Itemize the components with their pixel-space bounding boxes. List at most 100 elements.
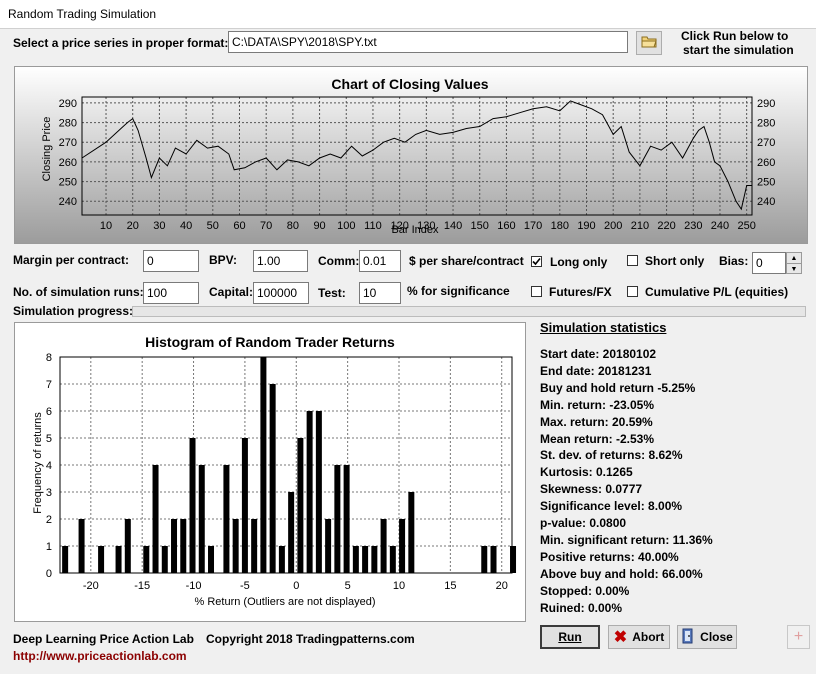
histogram-bar — [408, 492, 415, 573]
footer-lab: Deep Learning Price Action Lab — [13, 632, 194, 646]
long-only-checkbox[interactable] — [531, 256, 542, 267]
hist-xtick: 20 — [496, 580, 508, 592]
spin-down-icon[interactable]: ▼ — [790, 265, 798, 273]
hist-xtick: -20 — [83, 580, 99, 592]
histogram-chart: Histogram of Random Trader Returns Frequ… — [14, 322, 526, 622]
closing-xtick: 210 — [631, 220, 649, 232]
closing-xtick: 120 — [390, 220, 408, 232]
stat-line: Ruined: 0.00% — [540, 600, 623, 615]
stat-line: Skewness: 0.0777 — [540, 482, 643, 497]
histogram-bar — [241, 438, 248, 573]
stat-line: St. dev. of returns: 8.62% — [540, 448, 683, 463]
progress-bar — [132, 306, 806, 317]
histogram-ylabel: Frequency of returns — [32, 412, 44, 514]
closing-ytick-right: 240 — [757, 196, 775, 208]
abort-button[interactable]: ✖ Abort — [608, 625, 670, 649]
browse-button[interactable] — [636, 31, 662, 55]
short-only-label[interactable]: Short only — [645, 254, 705, 268]
long-only-label[interactable]: Long only — [550, 255, 608, 269]
closing-xtick: 140 — [444, 220, 462, 232]
histogram-xlabel: % Return (Outliers are not displayed) — [195, 596, 376, 608]
margin-input[interactable]: 0 — [143, 250, 199, 272]
stat-line: Positive returns: 40.00% — [540, 549, 679, 564]
histogram-bar — [269, 384, 276, 573]
hist-ytick: 3 — [46, 487, 52, 499]
comm-unit: $ per share/contract — [409, 254, 524, 268]
comm-label: Comm: — [318, 254, 360, 268]
closing-xtick: 10 — [100, 220, 112, 232]
closing-xtick: 190 — [577, 220, 595, 232]
closing-xtick: 40 — [180, 220, 192, 232]
capital-input[interactable]: 100000 — [253, 282, 309, 304]
histogram-bar — [171, 519, 178, 573]
spin-up-icon[interactable]: ▲ — [787, 253, 801, 264]
hist-xtick: 5 — [345, 580, 351, 592]
short-only-checkbox[interactable] — [627, 255, 638, 266]
abort-button-label: Abort — [632, 630, 665, 644]
hist-ytick: 7 — [46, 379, 52, 391]
closing-xtick: 50 — [207, 220, 219, 232]
futures-checkbox[interactable] — [531, 286, 542, 297]
bpv-input[interactable]: 1.00 — [253, 250, 308, 272]
hist-xtick: -5 — [240, 580, 250, 592]
hist-ytick: 2 — [46, 514, 52, 526]
plus-icon[interactable]: + — [787, 625, 810, 649]
bias-input[interactable]: 0 — [752, 252, 786, 274]
closing-xtick: 60 — [233, 220, 245, 232]
comm-input[interactable]: 0.01 — [359, 250, 401, 272]
capital-label: Capital: — [209, 285, 254, 299]
cumulative-label[interactable]: Cumulative P/L (equities) — [645, 285, 789, 299]
histogram-bar — [115, 546, 122, 573]
run-button[interactable]: Run — [540, 625, 600, 649]
close-button[interactable]: Close — [677, 625, 737, 649]
closing-price-line — [81, 100, 752, 211]
histogram-bar — [380, 519, 387, 573]
histogram-bar — [189, 438, 196, 573]
histogram-bar — [352, 546, 359, 573]
closing-ytick-left: 290 — [59, 98, 77, 110]
histogram-bar — [223, 465, 230, 573]
cumulative-checkbox[interactable] — [627, 286, 638, 297]
door-icon — [681, 628, 695, 647]
histogram-bar — [297, 438, 304, 573]
hist-xtick: 15 — [444, 580, 456, 592]
stat-line: Min. significant return: 11.36% — [540, 532, 713, 547]
hist-ytick: 0 — [46, 568, 52, 580]
hist-xtick: -10 — [186, 580, 202, 592]
bpv-label: BPV: — [209, 253, 238, 267]
closing-xtick: 240 — [711, 220, 729, 232]
futures-label[interactable]: Futures/FX — [549, 285, 612, 299]
closing-chart-xlabel: Bar Index — [391, 224, 439, 236]
closing-ytick-left: 270 — [59, 137, 77, 149]
closing-xtick: 100 — [337, 220, 355, 232]
run-button-label: Run — [558, 630, 582, 644]
closing-xtick: 150 — [471, 220, 489, 232]
closing-ytick-right: 290 — [757, 98, 775, 110]
closing-ytick-left: 280 — [59, 118, 77, 130]
test-unit: % for significance — [407, 284, 510, 298]
stat-line: Max. return: 20.59% — [540, 414, 653, 429]
series-path-input[interactable]: C:\DATA\SPY\2018\SPY.txt — [228, 31, 628, 53]
bias-spinner[interactable]: ▲ ▼ — [786, 252, 802, 274]
histogram-bar — [288, 492, 295, 573]
closing-ytick-right: 270 — [757, 137, 775, 149]
closing-xtick: 170 — [524, 220, 542, 232]
abort-x-icon: ✖ — [613, 629, 628, 646]
histogram-bar — [371, 546, 378, 573]
footer-copyright: Copyright 2018 Tradingpatterns.com — [206, 632, 415, 646]
footer-url-link[interactable]: http://www.priceactionlab.com — [13, 649, 187, 663]
stat-line: Min. return: -23.05% — [540, 397, 655, 412]
hist-xtick: 0 — [293, 580, 299, 592]
stat-line: Mean return: -2.53% — [540, 431, 655, 446]
runs-input[interactable]: 100 — [143, 282, 199, 304]
test-input[interactable]: 10 — [359, 282, 401, 304]
closing-xtick: 20 — [127, 220, 139, 232]
progress-label: Simulation progress: — [13, 304, 134, 318]
histogram-bar — [389, 546, 396, 573]
closing-xtick: 230 — [684, 220, 702, 232]
stats-heading: Simulation statistics — [540, 320, 667, 335]
closing-ytick-left: 250 — [59, 177, 77, 189]
histogram-svg: Histogram of Random Trader Returns Frequ… — [32, 334, 517, 608]
histogram-bar — [62, 546, 69, 573]
histogram-bar — [306, 411, 313, 573]
